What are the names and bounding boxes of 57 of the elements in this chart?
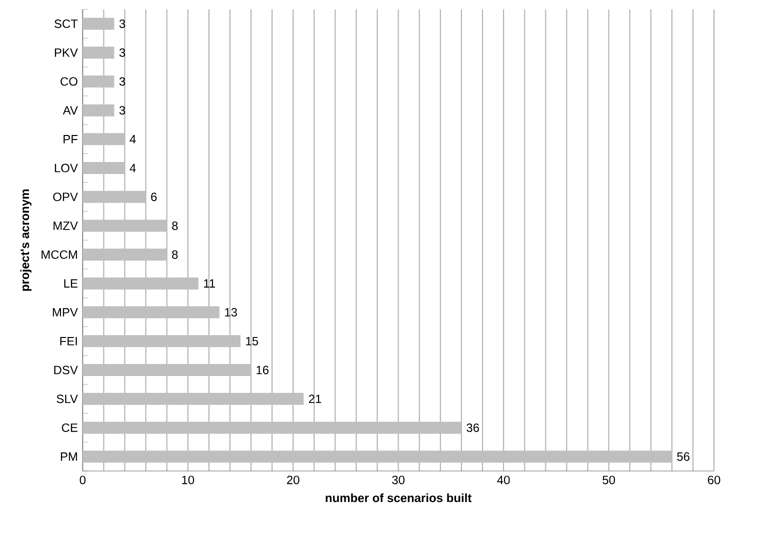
data-label: 8 [172,221,178,230]
y-tick-label: DSV [54,366,78,374]
y-tick-label: LOV [54,164,78,172]
bar [82,335,240,348]
x-axis-title: number of scenarios built [326,493,472,502]
y-tick-label: OPV [53,192,78,202]
bar [82,162,125,174]
data-label: 6 [151,192,157,202]
y-tick-label: MPV [52,308,78,316]
y-tick-label: AV [62,106,78,114]
bar [82,422,462,434]
y-tick-label: PM [60,452,77,461]
x-tick-label: 50 [602,476,615,484]
bar [82,220,167,232]
bar [82,46,114,59]
y-tick-label: MCCM [42,250,77,259]
data-label: 15 [246,336,258,346]
bar [82,190,146,203]
y-tick-label: SLV [56,394,78,404]
bar [82,133,125,146]
data-label: 4 [130,164,136,172]
data-label: 8 [172,250,178,259]
bar [82,392,304,405]
bar [82,75,114,88]
y-tick-label: FEI [60,337,77,346]
x-tick-label: 30 [392,476,405,484]
bar [82,18,114,30]
bar [82,364,252,376]
x-tick-label: 0 [80,476,86,484]
data-label: 36 [466,423,479,432]
y-tick-label: CE [62,423,78,432]
x-tick-label: 40 [497,476,510,484]
x-tick-label: 20 [287,476,300,484]
bar [82,104,114,116]
x-tick-label: 10 [182,476,194,484]
data-label: 3 [119,20,126,28]
data-label: 3 [119,106,126,115]
data-label: 11 [204,279,215,288]
data-label: 56 [677,452,690,461]
bar [82,450,672,463]
data-label: 4 [130,135,136,144]
data-label: 3 [119,48,126,57]
bar [82,306,220,318]
y-axis-title: project's acronym [20,189,32,291]
y-tick-label: LE [64,279,78,288]
x-tick-label: 60 [708,476,720,484]
data-label: 13 [225,308,237,317]
bar [82,277,198,290]
y-tick-label: MZV [54,222,78,230]
data-label: 3 [119,77,126,86]
bar [82,248,167,261]
y-tick-label: PF [64,135,78,144]
data-label: 21 [308,394,322,404]
y-tick-label: CO [60,77,78,86]
y-tick-label: PKV [54,48,78,57]
data-label: 16 [256,366,269,374]
y-tick-label: SCT [54,20,78,28]
